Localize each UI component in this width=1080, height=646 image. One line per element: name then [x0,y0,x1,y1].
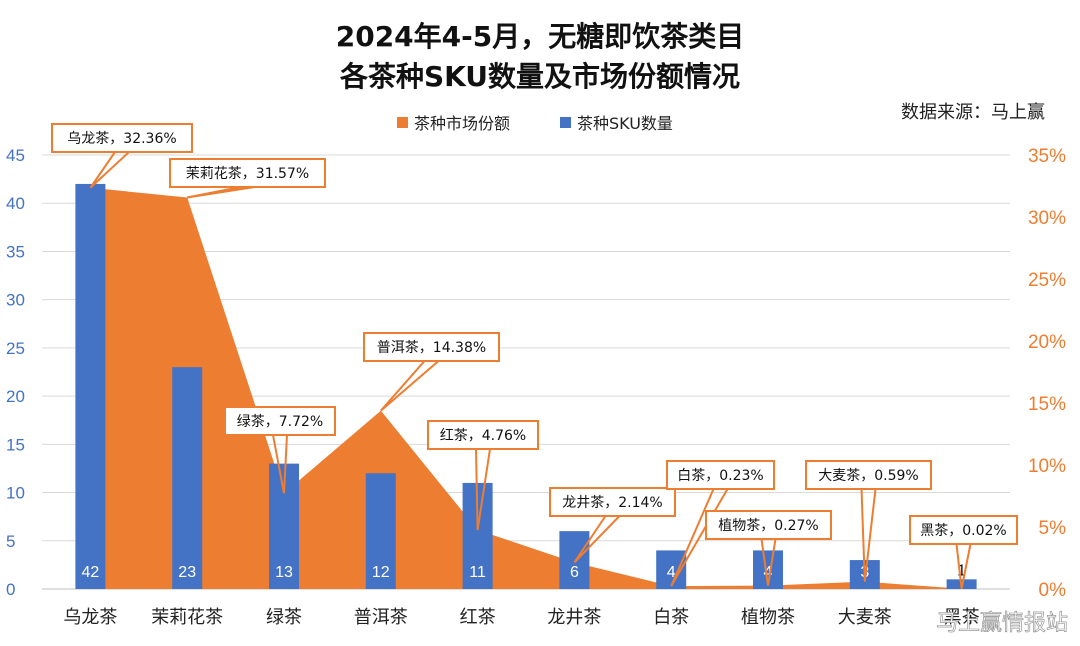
bar-value-label: 4 [667,564,676,581]
callout-box [169,158,326,188]
bar-value-label: 11 [469,564,486,581]
category-label: 黑茶 [944,607,980,628]
legend-swatch-bar [560,117,571,128]
callout-label: 白茶，0.23% [677,468,763,484]
legend-label-area: 茶种市场份额 [414,114,510,133]
share-callouts: 乌龙茶，32.36% 茉莉花茶，31.57% 绿茶，7.72% 普洱茶，14.38% 红… [51,123,1018,589]
right-axis-tick-label: 25% [1028,270,1066,291]
callout-pointer [89,151,130,189]
bar-value-label: 23 [178,564,196,581]
category-axis: 乌龙茶 茉莉花茶 绿茶 普洱茶 红茶 龙井茶 白茶 植物茶 大麦茶 黑茶 [63,607,979,628]
sku-bar [559,531,590,589]
category-label: 龙井茶 [547,607,601,628]
bar-value-label: 4 [764,564,773,581]
data-source-note: 数据来源：马上赢 [901,101,1045,123]
watermark: 马上赢情报站 [936,611,1068,636]
left-axis-tick-label: 10 [6,484,25,503]
legend-swatch-area [397,117,408,128]
category-label: 绿茶 [266,607,302,628]
callout-pointer [760,538,777,586]
callout-label: 茉莉花茶，31.57% [186,165,309,182]
left-axis-tick-label: 5 [6,532,15,551]
callout-label: 红茶，4.76% [440,428,526,444]
callout-label: 黑茶，0.02% [920,523,1006,539]
category-label: 白茶 [653,607,689,628]
right-axis-tick-label: 5% [1039,518,1067,539]
category-label: 普洱茶 [354,607,408,628]
callout-pointer [860,488,877,582]
left-axis-tick-label: 0 [6,580,15,599]
right-axis-tick-label: 15% [1028,394,1066,415]
right-axis-tick-label: 35% [1028,146,1066,167]
bar-value-label: 13 [275,564,293,581]
callout-box [549,487,676,517]
legend: 茶种市场份额 茶种SKU数量 [397,114,673,133]
callout-box [363,332,500,362]
callout-pointer [475,448,491,531]
left-axis-tick-label: 20 [6,387,25,406]
callout-label: 乌龙茶，32.36% [67,131,176,147]
category-label: 大麦茶 [838,607,892,628]
callout-pointer [187,186,255,199]
market-share-area-shape [90,187,962,589]
left-axis-tick-label: 15 [6,435,25,454]
callout-box [805,460,932,490]
right-axis-tick-label: 0% [1039,580,1067,601]
category-label: 植物茶 [741,607,795,628]
callout-label: 普洱茶，14.38% [377,340,486,356]
callout-box [427,420,539,450]
category-label: 茉莉花茶 [151,607,223,628]
left-axis-tick-label: 25 [6,339,25,358]
category-label: 乌龙茶 [63,607,117,628]
callout-label: 绿茶，7.72% [237,414,323,430]
bar-value-labels: 42 23 13 12 11 6 4 4 3 1 [82,562,967,581]
left-axis-tick-label: 30 [6,291,25,310]
legend-label-bar: 茶种SKU数量 [577,114,673,133]
callout-box [705,510,832,540]
sku-bar [365,473,396,589]
right-axis-ticks: 0% 5% 10% 15% 20% 25% 30% 35% [1028,146,1066,601]
right-axis-tick-label: 10% [1028,456,1066,477]
bar-value-label: 12 [372,564,390,581]
chart-title-line-1: 2024年4-5月，无糖即饮茶类目 [336,20,745,53]
callout-pointer [955,543,972,589]
left-axis-tick-label: 45 [6,146,25,165]
chart-title-line-2: 各茶种SKU数量及市场份额情况 [339,60,740,93]
callout-box [666,460,775,490]
callout-box [224,406,336,436]
left-axis-tick-label: 40 [6,194,25,213]
callout-pointer [380,360,440,412]
bar-value-label: 1 [957,562,966,579]
bar-value-label: 6 [570,564,579,581]
left-axis-tick-label: 35 [6,242,25,261]
callout-box [51,123,193,153]
callout-pointer [573,515,621,564]
callout-label: 植物茶，0.27% [718,518,818,534]
bar-value-label: 42 [82,564,100,581]
sku-bar [75,183,106,589]
sku-bar [172,367,203,589]
callout-pointer [272,434,288,494]
callout-label: 大麦茶，0.59% [818,468,918,484]
left-axis-ticks: 0 5 10 15 20 25 30 35 40 45 [6,146,25,599]
callout-box [909,515,1018,545]
category-label: 红茶 [460,607,496,628]
market-share-area [90,187,962,589]
right-axis-tick-label: 20% [1028,332,1066,353]
callout-label: 龙井茶，2.14% [562,495,662,511]
right-axis-tick-label: 30% [1028,208,1066,229]
